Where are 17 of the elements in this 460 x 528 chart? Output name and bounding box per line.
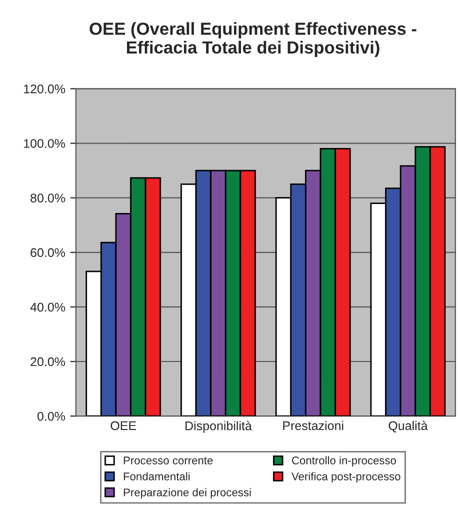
x-tick-label: Qualità [388, 420, 428, 432]
x-tick-label: OEE [110, 421, 136, 430]
y-tick-label: 60.0% [30, 248, 66, 258]
y-tick-label: 40.0% [30, 302, 66, 312]
y-tick-label: 80.0% [30, 194, 66, 202]
x-tick-label: Disponibilità [186, 420, 252, 433]
legend-label: Fondamentali [124, 472, 190, 480]
y-tick-label: 100.0% [24, 139, 66, 148]
legend-label: Verifica post-processo [292, 472, 400, 483]
legend-label: Preparazione dei processi [124, 488, 251, 499]
legend-label: Controllo in-processo [292, 456, 396, 467]
legend-label: Processo corrente [124, 456, 213, 464]
y-tick-label: 0.0% [37, 412, 66, 421]
chart-title: OEE (Overall Equipment Effectiveness - Efficacia Totale dei Dispositivi) [90, 22, 416, 58]
x-tick-label: Prestazioni [283, 420, 344, 430]
y-tick-label: 120.0% [24, 84, 66, 94]
y-tick-label: 20.0% [30, 357, 66, 366]
